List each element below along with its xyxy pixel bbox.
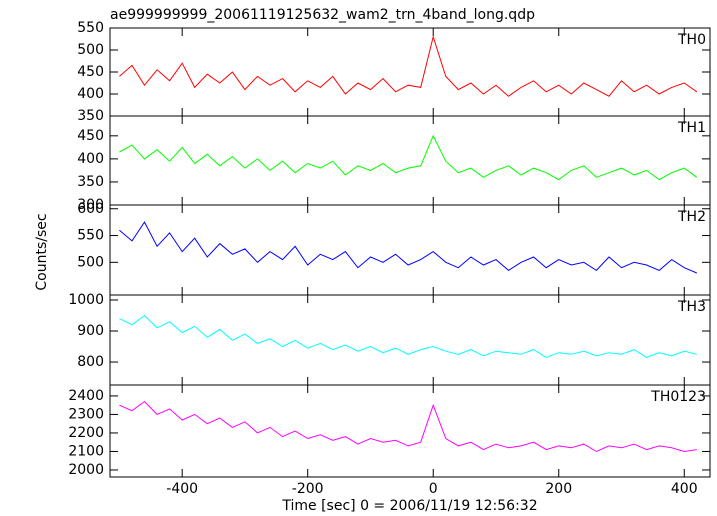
series-name: TH1 (677, 120, 706, 136)
y-tick-label: 2000 (68, 462, 104, 478)
x-tick-label: 0 (429, 481, 438, 497)
y-tick-label: 900 (77, 323, 104, 339)
series-line (119, 221, 697, 274)
series-line (119, 400, 697, 453)
series-line (119, 314, 697, 358)
y-tick-label: 400 (77, 86, 104, 102)
series-name: TH0 (677, 32, 706, 48)
x-axis-label: Time [sec] 0 = 2006/11/19 12:56:32 (281, 498, 537, 514)
panel-frame (109, 27, 711, 117)
series-name: TH0123 (650, 389, 706, 405)
panel-frame (109, 294, 711, 386)
y-tick-label: 1000 (68, 292, 104, 308)
series-line (119, 34, 698, 97)
panel-frame (109, 115, 711, 206)
y-tick-label: 500 (77, 42, 104, 58)
y-tick-label: 550 (77, 20, 104, 36)
y-tick-label: 800 (77, 354, 104, 370)
y-tick-label: 2400 (68, 388, 104, 404)
y-tick-label: 2200 (68, 425, 104, 441)
y-tick-label: 350 (77, 174, 104, 190)
x-tick-label: -200 (292, 481, 324, 497)
y-tick-label: 450 (77, 64, 104, 80)
y-tick-label: 400 (77, 151, 104, 167)
panel-frame (109, 384, 711, 478)
series-name: TH2 (677, 209, 706, 225)
x-tick-label: -400 (166, 481, 198, 497)
y-tick-label: 550 (77, 228, 104, 244)
chart-title: ae999999999_20061119125632_wam2_trn_4ban… (110, 7, 535, 23)
y-tick-label: 2300 (68, 406, 104, 422)
series-name: TH3 (677, 299, 706, 315)
y-axis-label: Counts/sec (34, 213, 50, 290)
y-tick-label: 350 (77, 108, 104, 124)
series-line (119, 134, 698, 181)
y-tick-label: 600 (77, 201, 104, 217)
y-tick-label: 300 (77, 197, 104, 213)
x-tick-label: 200 (545, 481, 572, 497)
y-tick-label: 2100 (68, 443, 104, 459)
x-tick-label: 400 (671, 481, 698, 497)
panel-frame (109, 204, 711, 296)
y-tick-label: 500 (77, 254, 104, 270)
y-tick-label: 450 (77, 128, 104, 144)
